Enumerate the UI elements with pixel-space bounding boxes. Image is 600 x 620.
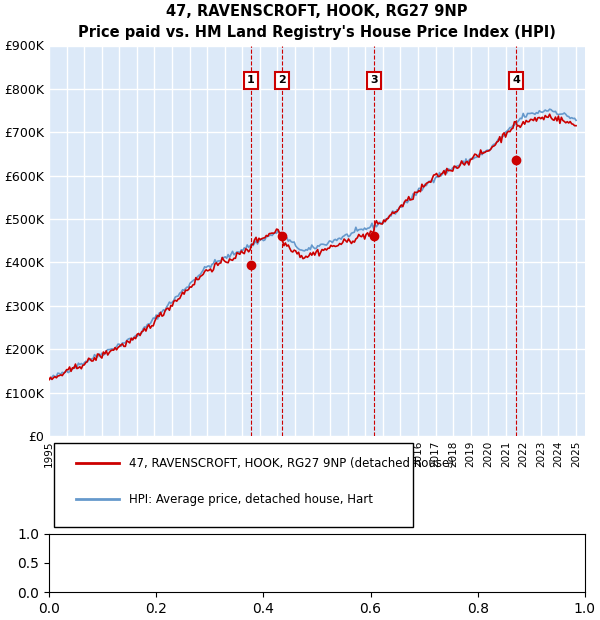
Text: 3: 3 bbox=[370, 75, 378, 85]
Text: 47, RAVENSCROFT, HOOK, RG27 9NP (detached house): 47, RAVENSCROFT, HOOK, RG27 9NP (detache… bbox=[130, 457, 454, 470]
Text: 1: 1 bbox=[247, 75, 255, 85]
Title: 47, RAVENSCROFT, HOOK, RG27 9NP
Price paid vs. HM Land Registry's House Price In: 47, RAVENSCROFT, HOOK, RG27 9NP Price pa… bbox=[78, 4, 556, 40]
Text: 2: 2 bbox=[278, 75, 286, 85]
FancyBboxPatch shape bbox=[55, 443, 413, 527]
Text: 4: 4 bbox=[512, 75, 520, 85]
Text: HPI: Average price, detached house, Hart: HPI: Average price, detached house, Hart bbox=[130, 493, 373, 506]
